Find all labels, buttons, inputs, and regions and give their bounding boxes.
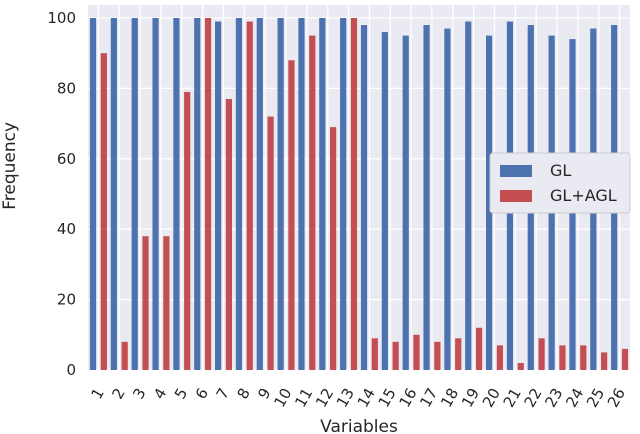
x-tick-label: 16 xyxy=(395,385,420,411)
y-axis-title: Frequency xyxy=(0,122,20,210)
x-tick-label: 8 xyxy=(233,385,253,402)
bar-gl-agl xyxy=(434,341,441,370)
bar-gl-agl xyxy=(204,18,212,370)
x-tick-label: 14 xyxy=(354,385,379,411)
x-tick-label: 7 xyxy=(213,385,233,402)
bar-gl xyxy=(402,35,409,370)
bar-gl xyxy=(110,18,117,370)
bar-gl-agl xyxy=(580,345,587,370)
bar-gl-agl xyxy=(184,91,191,371)
bar-gl-agl xyxy=(413,334,420,370)
bar-gl xyxy=(89,18,97,370)
y-axis-ticks: 0 20 40 60 80 100 xyxy=(47,9,76,379)
bar-gl-agl xyxy=(455,338,462,370)
bar-gl-agl xyxy=(309,35,316,370)
y-tick-label: 100 xyxy=(47,9,76,27)
bar-gl-agl xyxy=(350,18,358,370)
bar-gl xyxy=(194,18,201,370)
legend: GL GL+AGL xyxy=(489,152,631,214)
x-tick-label: 26 xyxy=(604,385,629,411)
bar-gl-agl xyxy=(475,327,483,370)
bar-gl-agl xyxy=(371,338,378,370)
bar-gl xyxy=(277,18,284,370)
x-tick-label: 23 xyxy=(541,385,566,411)
bar-gl xyxy=(486,35,493,370)
x-tick-label: 2 xyxy=(108,385,128,402)
x-tick-label: 15 xyxy=(375,385,400,411)
bar-gl xyxy=(131,18,138,370)
bar-gl-agl xyxy=(142,236,149,370)
x-tick-label: 1 xyxy=(88,385,108,402)
x-tick-label: 5 xyxy=(171,385,191,402)
x-axis-ticks: 1 2 3 4 5 6 7 8 91011121314151617181920212223242… xyxy=(88,385,630,411)
bar-gl xyxy=(235,18,243,370)
x-tick-label: 13 xyxy=(333,385,358,411)
y-tick-label: 60 xyxy=(57,150,76,168)
bar-gl xyxy=(423,25,430,370)
bar-gl xyxy=(360,25,368,370)
x-tick-label: 11 xyxy=(291,385,316,411)
bar-gl-agl xyxy=(392,341,399,370)
bar-gl xyxy=(319,18,326,370)
bar-gl xyxy=(298,18,305,370)
x-tick-label: 24 xyxy=(562,385,587,411)
bar-gl-agl xyxy=(538,338,545,370)
bar-gl xyxy=(215,21,222,371)
bar-gl xyxy=(173,18,180,370)
x-tick-label: 22 xyxy=(521,385,546,411)
legend-label: GL+AGL xyxy=(550,186,617,205)
bar-gl-agl xyxy=(121,341,128,370)
x-tick-label: 10 xyxy=(270,385,295,411)
bar-gl-agl xyxy=(496,345,503,370)
legend-swatch xyxy=(500,190,532,202)
x-tick-label: 6 xyxy=(192,385,212,402)
y-tick-label: 40 xyxy=(57,220,76,238)
x-tick-label: 25 xyxy=(583,385,608,411)
y-tick-label: 80 xyxy=(57,79,76,97)
bar-gl-agl xyxy=(288,60,295,371)
legend-swatch xyxy=(500,165,532,177)
bar-gl-agl xyxy=(246,21,253,371)
x-tick-label: 4 xyxy=(150,385,170,402)
bar-gl-agl xyxy=(267,116,274,370)
bar-gl-agl xyxy=(621,348,629,370)
legend-label: GL xyxy=(550,161,571,180)
bar-gl xyxy=(340,18,347,370)
bar-gl-agl xyxy=(517,362,524,370)
bar-gl-agl xyxy=(330,127,337,371)
bar-gl-agl xyxy=(601,352,608,370)
y-tick-label: 20 xyxy=(57,291,76,309)
y-tick-label: 0 xyxy=(66,361,76,379)
x-tick-label: 21 xyxy=(500,385,525,411)
bar-gl xyxy=(381,32,388,370)
bar-gl-agl xyxy=(100,53,107,370)
bar-gl-agl xyxy=(225,98,232,371)
x-tick-label: 19 xyxy=(458,385,483,411)
bar-gl-agl xyxy=(163,236,170,370)
bar-gl xyxy=(444,28,451,371)
bar-gl xyxy=(465,21,472,371)
x-tick-label: 17 xyxy=(416,385,441,411)
x-axis-title: Variables xyxy=(320,417,398,434)
x-tick-label: 18 xyxy=(437,385,462,411)
x-tick-label: 20 xyxy=(479,385,504,411)
bar-gl xyxy=(152,18,159,370)
bar-gl-agl xyxy=(559,345,566,370)
x-tick-label: 12 xyxy=(312,385,337,411)
bar-gl xyxy=(256,18,263,370)
x-tick-label: 3 xyxy=(129,385,149,402)
